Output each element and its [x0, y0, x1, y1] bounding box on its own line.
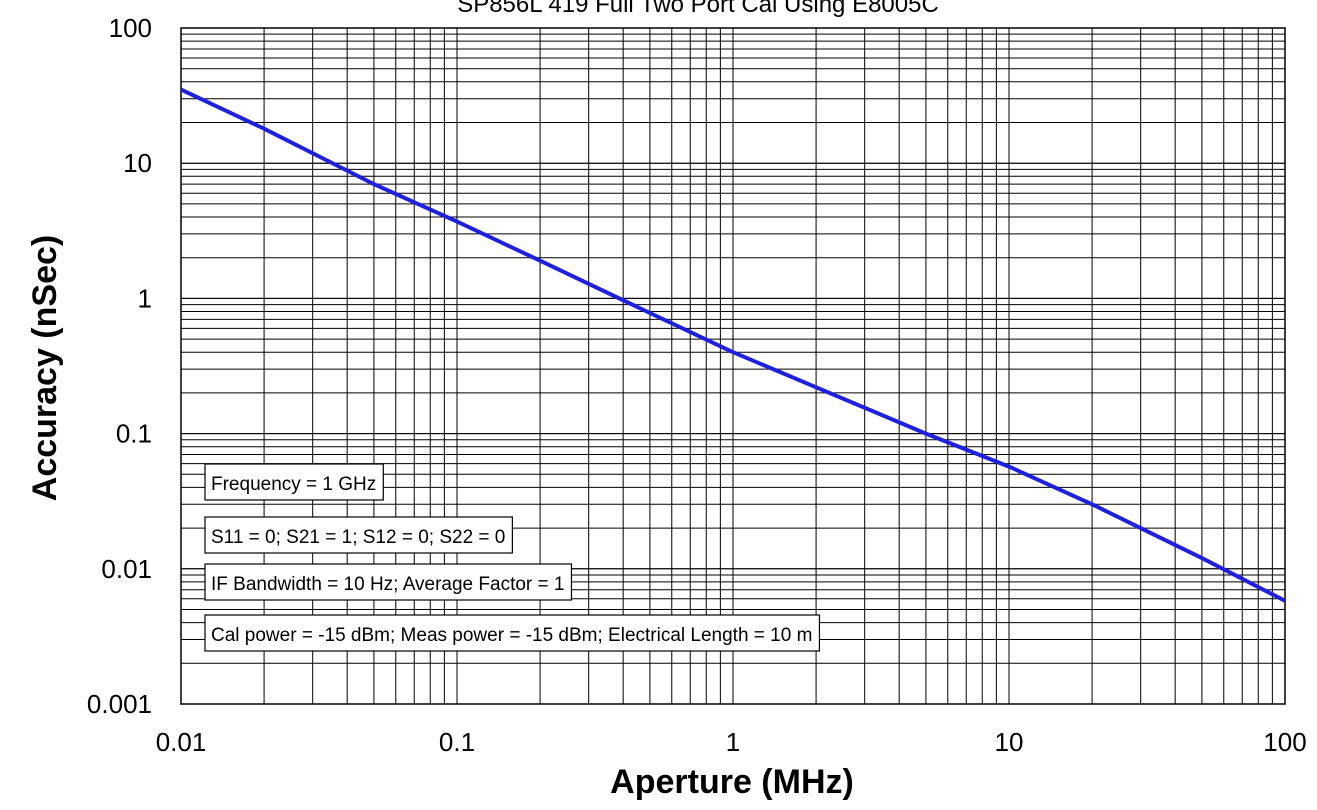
annotation-text: IF Bandwidth = 10 Hz; Average Factor = 1: [211, 574, 564, 595]
annotation-box: Frequency = 1 GHz: [204, 463, 384, 501]
y-axis-label: Accuracy (nSec): [26, 235, 64, 501]
x-tick-label: 1: [726, 727, 740, 757]
series-line: [180, 87, 1286, 603]
y-tick-labels: 0.001 0.01 0.1 1 10 100: [87, 13, 152, 719]
y-tick-label: 100: [109, 13, 152, 43]
x-tick-label: 100: [1263, 727, 1306, 757]
annotation-box: Cal power = -15 dBm; Meas power = -15 dB…: [204, 614, 821, 652]
annotation-text: Cal power = -15 dBm; Meas power = -15 dB…: [211, 625, 812, 646]
annotation-frame: [204, 563, 573, 601]
annotation-layer: Frequency = 1 GHz S11 = 0; S21 = 1; S12 =…: [204, 463, 821, 652]
y-tick-label: 0.01: [101, 554, 152, 584]
x-tick-labels: 0.01 0.1 1 10 100: [156, 727, 1307, 757]
series-layer: [180, 87, 1286, 603]
annotation-box: S11 = 0; S21 = 1; S12 = 0; S22 = 0: [204, 516, 513, 554]
annotation-frame: [204, 516, 513, 554]
annotation-text: Frequency = 1 GHz: [211, 474, 376, 495]
x-tick-label: 0.1: [439, 727, 475, 757]
chart-title: SP856L 419 Full Two Port Cal Using E8005…: [457, 0, 939, 18]
x-tick-label: 0.01: [156, 727, 207, 757]
x-axis-label: Aperture (MHz): [610, 763, 854, 801]
y-tick-label: 0.1: [116, 419, 152, 449]
annotation-frame: [204, 463, 384, 501]
y-tick-label: 0.001: [87, 689, 152, 719]
y-tick-label: 1: [138, 283, 152, 313]
x-tick-label: 10: [995, 727, 1024, 757]
annotation-text: S11 = 0; S21 = 1; S12 = 0; S22 = 0: [211, 527, 505, 548]
grid: [180, 27, 1286, 705]
annotation-box: IF Bandwidth = 10 Hz; Average Factor = 1: [204, 563, 573, 601]
y-tick-label: 10: [123, 148, 152, 178]
annotation-frame: [204, 614, 821, 652]
